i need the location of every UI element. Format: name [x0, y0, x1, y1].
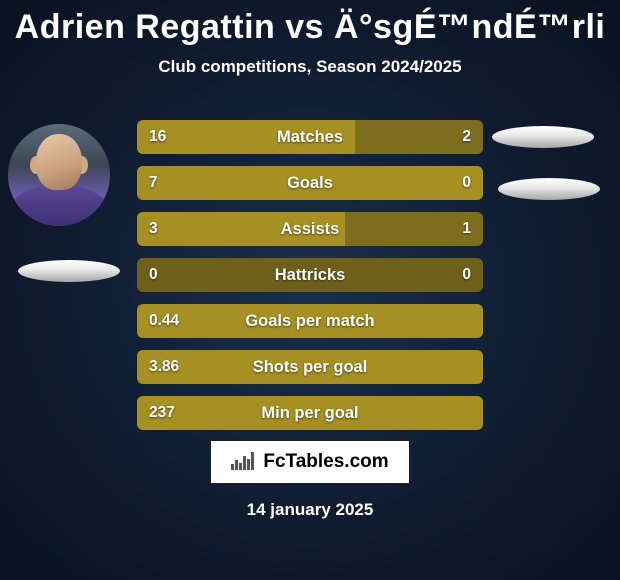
stat-value-right: 0 — [462, 258, 471, 292]
snapshot-date: 14 january 2025 — [0, 500, 620, 520]
stat-value-left: 7 — [149, 166, 158, 200]
player-badge-left — [18, 260, 120, 282]
player-avatar-left — [8, 124, 110, 226]
source-logo-text: FcTables.com — [263, 451, 388, 473]
stat-label: Hattricks — [137, 258, 483, 292]
stat-value-right: 1 — [462, 212, 471, 246]
stat-row: Matches16 2 — [137, 120, 483, 154]
stat-value-right: 2 — [462, 120, 471, 154]
stat-row: Assists3 1 — [137, 212, 483, 246]
stat-label: Matches — [137, 120, 483, 154]
stat-value-left: 16 — [149, 120, 166, 154]
stat-row: Shots per goal3.86 — [137, 350, 483, 384]
stat-label: Min per goal — [137, 396, 483, 430]
comparison-card: Adrien Regattin vs Ä°sgÉ™ndÉ™rli Club co… — [0, 0, 620, 580]
stat-row: Goals per match0.44 — [137, 304, 483, 338]
page-title: Adrien Regattin vs Ä°sgÉ™ndÉ™rli — [0, 0, 620, 47]
stat-value-left: 3 — [149, 212, 158, 246]
stat-value-left: 0.44 — [149, 304, 179, 338]
stat-label: Goals — [137, 166, 483, 200]
stat-row: Hattricks0 0 — [137, 258, 483, 292]
stat-label: Shots per goal — [137, 350, 483, 384]
page-subtitle: Club competitions, Season 2024/2025 — [0, 57, 620, 77]
bar-chart-icon — [231, 450, 257, 475]
avatar-placeholder-image — [8, 124, 110, 226]
player-badge-right-1 — [492, 126, 594, 148]
stat-value-left: 237 — [149, 396, 175, 430]
stat-row: Goals7 0 — [137, 166, 483, 200]
stat-label: Goals per match — [137, 304, 483, 338]
stat-value-left: 0 — [149, 258, 158, 292]
stat-label: Assists — [137, 212, 483, 246]
player-badge-right-2 — [498, 178, 600, 200]
stat-value-left: 3.86 — [149, 350, 179, 384]
source-logo-box: FcTables.com — [210, 440, 410, 484]
stat-value-right: 0 — [462, 166, 471, 200]
stat-rows: Matches162Goals70Assists31Hattricks00Goa… — [137, 120, 483, 442]
stat-row: Min per goal237 — [137, 396, 483, 430]
